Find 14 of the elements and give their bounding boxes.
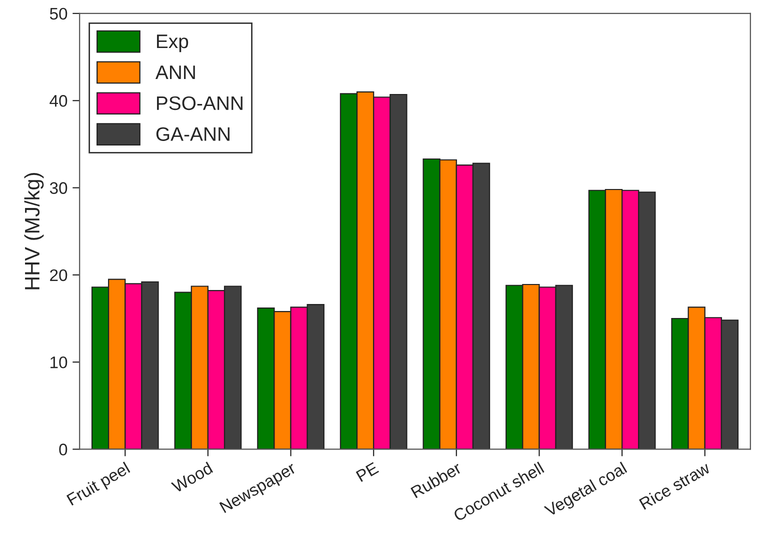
y-axis-title: HHV (MJ/kg): [24, 173, 44, 290]
y-tick-label: 30: [50, 182, 68, 194]
y-tick-label: 10: [50, 356, 68, 368]
y-tick-label: 50: [50, 8, 68, 20]
legend-label: ANN: [155, 66, 195, 79]
x-tick-label: Rice straw: [638, 461, 712, 510]
x-tick-label: PE: [356, 462, 380, 482]
legend-label: PSO-ANN: [157, 96, 242, 110]
y-tick-label: 20: [50, 269, 68, 282]
legend-label: GA-ANN: [156, 127, 230, 142]
x-tick-label: Fruit peel: [66, 462, 132, 509]
y-tick-label: 0: [59, 444, 68, 456]
legend-label: Exp: [157, 34, 188, 52]
y-tick-label: 40: [50, 95, 68, 107]
